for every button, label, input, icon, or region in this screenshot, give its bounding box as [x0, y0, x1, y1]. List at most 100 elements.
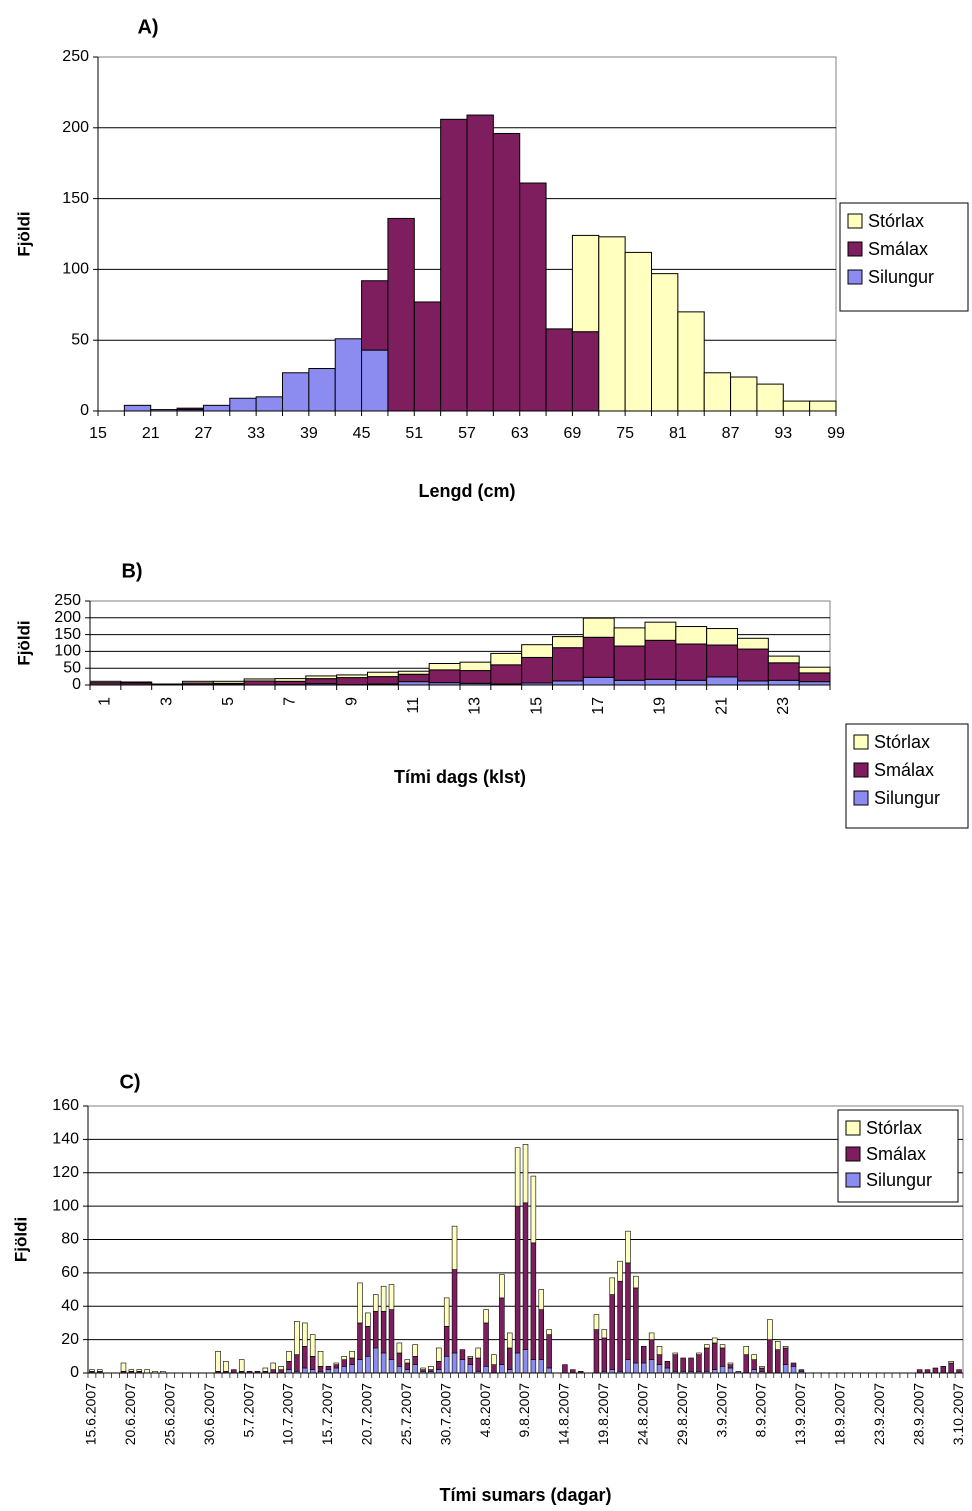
x-tick-label: 7 — [282, 697, 299, 706]
bar-storlax — [294, 1320, 300, 1355]
bar-smalax — [387, 217, 415, 412]
y-tick-label: 250 — [62, 48, 89, 65]
bar-storlax — [730, 376, 758, 412]
x-tick-label: 33 — [247, 425, 265, 442]
bar-storlax — [530, 1175, 537, 1244]
x-axis-label: Lengd (cm) — [419, 481, 516, 501]
legend-label: Stórlax — [874, 732, 930, 752]
x-tick-label: 11 — [405, 697, 422, 714]
bar-silungur — [751, 1369, 757, 1374]
x-tick-label: 81 — [669, 425, 687, 442]
legend-label: Stórlax — [866, 1118, 922, 1138]
legend-label: Silungur — [874, 788, 940, 808]
x-tick-label: 20.7.2007 — [359, 1383, 375, 1445]
bar-smalax — [365, 1325, 371, 1357]
bar-smalax — [956, 1369, 962, 1374]
legend-label: Silungur — [866, 1170, 932, 1190]
y-tick-label: 80 — [61, 1231, 79, 1248]
bar-smalax — [499, 1297, 505, 1365]
bar-storlax — [274, 678, 307, 682]
bar-storlax — [601, 1329, 608, 1339]
bars — [89, 1144, 962, 1374]
bar-silungur — [656, 1364, 663, 1374]
bar-storlax — [428, 662, 461, 671]
legend-swatch-smalax — [847, 241, 863, 257]
chart-title: C) — [119, 1071, 140, 1093]
y-tick-label: 60 — [61, 1264, 79, 1281]
y-tick-label: 100 — [52, 1197, 79, 1214]
bar-smalax — [305, 678, 338, 685]
y-tick-label: 20 — [61, 1331, 79, 1348]
bar-storlax — [767, 655, 800, 664]
bar-silungur — [798, 681, 831, 686]
bar-silungur — [412, 1364, 418, 1374]
bar-storlax — [341, 1356, 347, 1360]
bar-smalax — [341, 1359, 347, 1367]
bar-silungur — [467, 1364, 474, 1374]
bar-silungur — [443, 1356, 450, 1374]
bar-storlax — [182, 680, 214, 684]
bar-silungur — [282, 372, 310, 412]
bar-storlax — [238, 1359, 245, 1372]
y-tick-label: 40 — [61, 1297, 79, 1314]
bar-storlax — [625, 1230, 631, 1264]
bar-smalax — [790, 1362, 797, 1367]
bar-storlax — [704, 1344, 710, 1349]
bar-smalax — [270, 1369, 276, 1374]
legend-swatch-storlax — [853, 734, 869, 750]
bar-smalax — [940, 1366, 947, 1374]
bar-storlax — [451, 1225, 458, 1270]
bar-silungur — [483, 1366, 489, 1374]
bar-smalax — [372, 1310, 379, 1349]
bar-storlax — [609, 1277, 615, 1295]
bar-storlax — [97, 1369, 103, 1372]
x-tick-label: 14.8.2007 — [556, 1383, 572, 1445]
x-tick-label: 18.9.2007 — [832, 1383, 848, 1445]
bar-smalax — [625, 1262, 631, 1360]
bar-storlax — [286, 1351, 292, 1362]
bar-smalax — [727, 1364, 734, 1369]
bar-smalax — [443, 1325, 450, 1357]
x-tick-label: 29.8.2007 — [674, 1383, 690, 1445]
legend-swatch-storlax — [845, 1120, 861, 1136]
legend-label: Smálax — [866, 1144, 926, 1164]
bar-storlax — [644, 621, 677, 641]
bar-storlax — [367, 671, 399, 678]
x-tick-label: 8.9.2007 — [753, 1383, 769, 1438]
bar-storlax — [349, 1351, 355, 1359]
bar-smalax — [397, 673, 430, 683]
bar-storlax — [706, 628, 739, 646]
bar-smalax — [924, 1369, 931, 1374]
bar-storlax — [506, 1332, 513, 1349]
bar-storlax — [656, 1346, 663, 1355]
bar-storlax — [302, 1322, 308, 1347]
bar-silungur — [302, 1367, 308, 1374]
legend-label: Smálax — [874, 760, 934, 780]
y-tick-label: 150 — [62, 190, 89, 207]
x-tick-label: 25.6.2007 — [161, 1383, 177, 1445]
bar-smalax — [413, 301, 442, 412]
bar-storlax — [651, 273, 679, 412]
bar-silungur — [538, 1359, 545, 1374]
x-tick-label: 15.6.2007 — [83, 1383, 99, 1445]
bar-smalax — [336, 677, 368, 686]
bar-smalax — [782, 1347, 789, 1365]
y-tick-label: 140 — [52, 1131, 79, 1148]
y-tick-label: 0 — [80, 402, 89, 419]
bar-storlax — [305, 675, 338, 680]
x-tick-label: 13.9.2007 — [792, 1383, 808, 1445]
y-tick-label: 200 — [54, 609, 81, 626]
bar-smalax — [675, 643, 708, 681]
bar-silungur — [334, 338, 363, 412]
bar-storlax — [270, 1362, 276, 1370]
bar-silungur — [397, 681, 430, 686]
x-tick-label: 75 — [616, 425, 634, 442]
bar-smalax — [704, 1347, 710, 1372]
bar-storlax — [212, 680, 245, 684]
bar-smalax — [404, 1362, 411, 1370]
y-tick-label: 50 — [63, 659, 81, 676]
bar-smalax — [680, 1357, 686, 1372]
bar-silungur — [123, 404, 152, 412]
x-tick-label: 20.6.2007 — [122, 1383, 138, 1445]
